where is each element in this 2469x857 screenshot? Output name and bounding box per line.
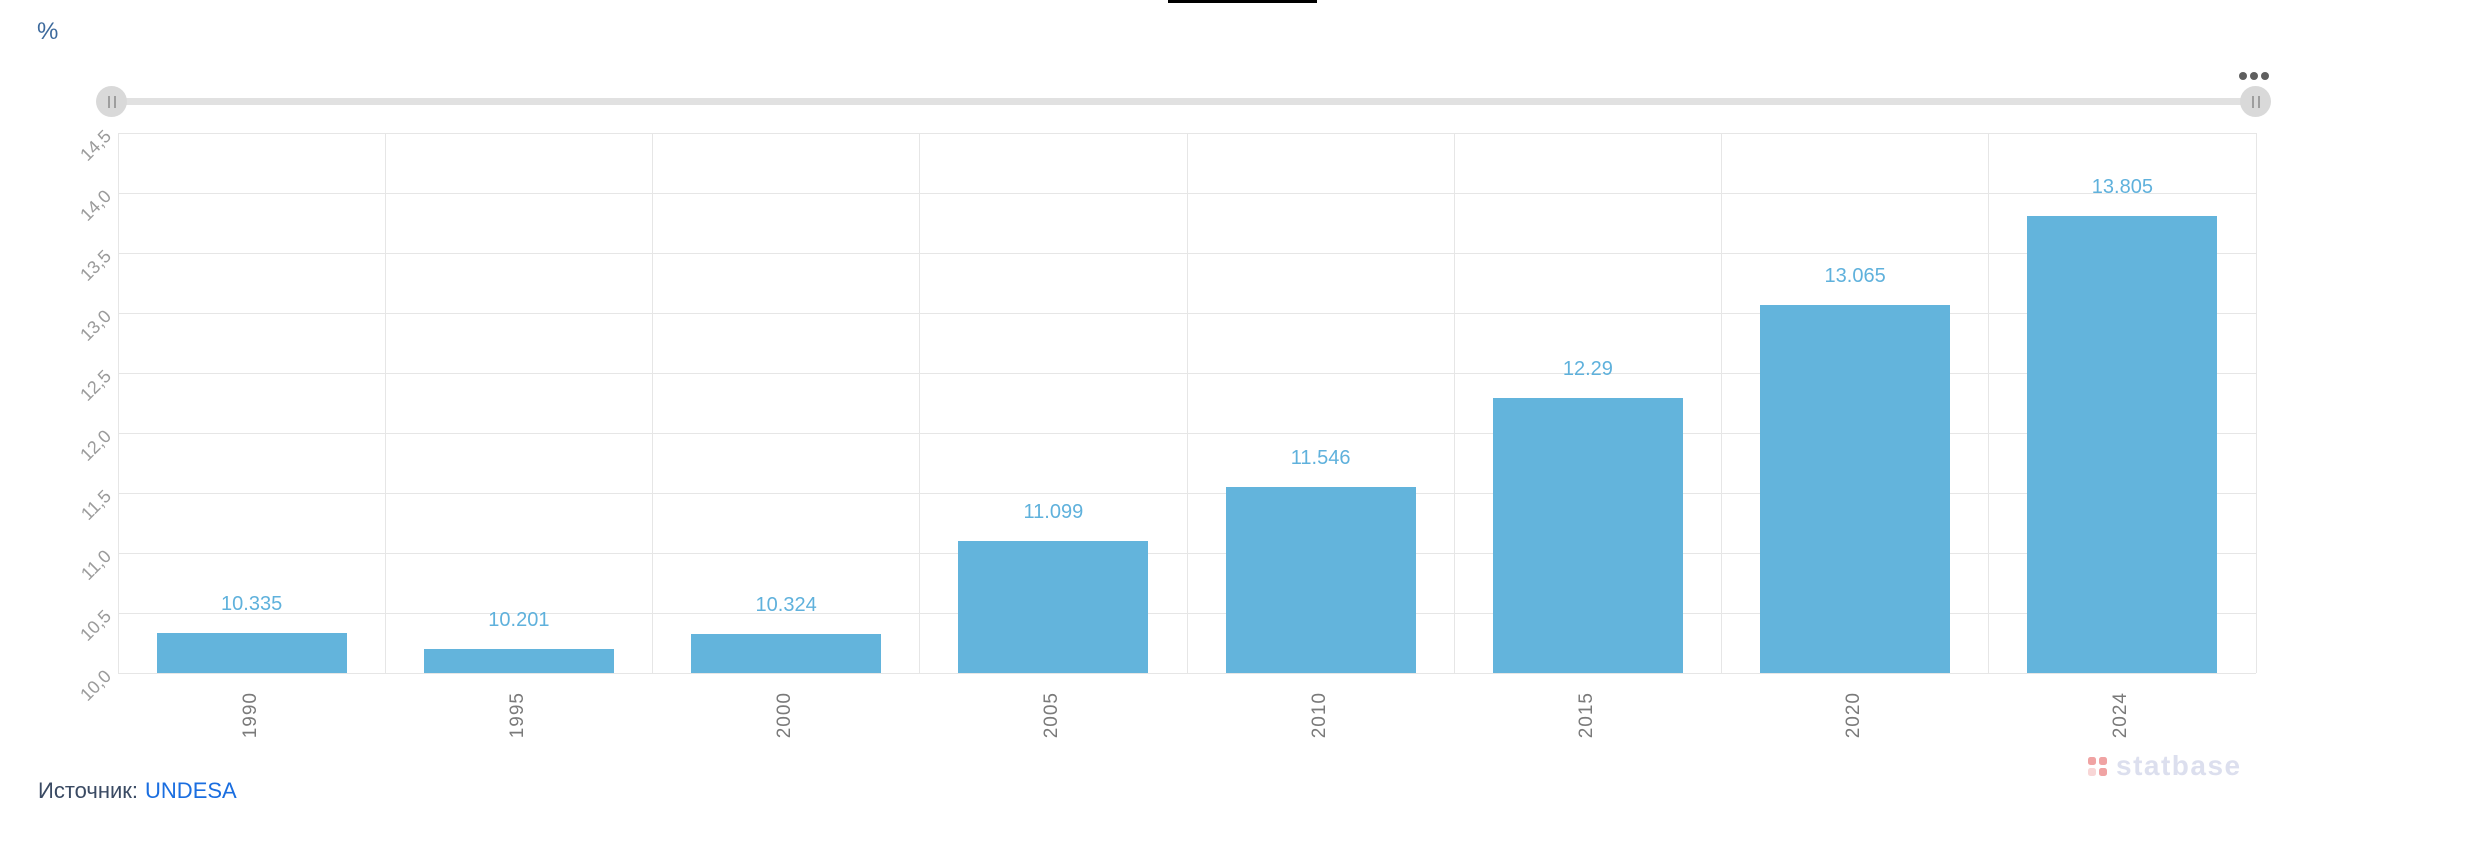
grip-bars-icon [2257,95,2260,108]
ellipsis-menu-icon [2250,72,2258,80]
x-axis-tick-label: 2015 [1575,692,1597,739]
bar-1990[interactable] [156,632,347,673]
top-divider-line [1168,0,1317,3]
gridline-vertical [1988,133,1990,673]
x-axis-tick-label: 2010 [1308,692,1330,739]
gridline-vertical [1186,133,1188,673]
grip-bars-icon [113,95,116,108]
bar-2020[interactable] [1760,305,1951,673]
bar-2005[interactable] [958,541,1149,673]
source-line: Источник: UNDESA [38,778,237,804]
x-axis-tick-label: 2024 [2110,692,2132,739]
slider-handle-right[interactable] [2240,86,2271,117]
bar-value-label: 10.335 [221,592,283,615]
gridline-vertical [919,133,921,673]
bar-value-label: 10.201 [488,608,550,631]
watermark-text: statbase [2116,750,2242,781]
bar-value-label: 13.805 [2091,176,2153,199]
statbase-watermark: statbase [2088,750,2242,782]
source-label: Источник: [38,778,139,803]
bar-2010[interactable] [1225,487,1416,673]
y-axis-unit-label: % [37,18,59,45]
grip-bars-icon [107,95,110,108]
ellipsis-menu-icon [2239,72,2247,80]
gridline-vertical [384,133,386,673]
gridline-horizontal [118,672,2256,674]
bar-1995[interactable] [423,648,614,673]
gridline-vertical [2255,133,2257,673]
bar-2015[interactable] [1492,398,1683,673]
bar-value-label: 10.324 [755,594,817,617]
ellipsis-menu-icon [2261,72,2269,80]
bar-2024[interactable] [2027,216,2218,673]
bar-value-label: 12.29 [1562,358,1613,381]
grip-bars-icon [2251,95,2254,108]
slider-track[interactable] [98,98,2270,105]
x-axis-tick-label: 1995 [506,692,528,739]
bar-value-label: 11.546 [1290,447,1351,470]
bar-value-label: 13.065 [1824,265,1886,288]
gridline-vertical [1453,133,1455,673]
x-axis-tick-label: 2020 [1843,692,1865,739]
slider-handle-left[interactable] [96,86,127,117]
x-axis-tick-label: 2000 [774,692,796,739]
gridline-vertical [652,133,653,673]
source-link[interactable]: UNDESA [145,778,237,803]
x-axis-tick-label: 2005 [1041,692,1063,739]
gridline-vertical [117,133,119,673]
x-axis-tick-label: 1990 [239,692,261,739]
context-menu-button[interactable] [2239,72,2269,80]
bar-value-label: 11.099 [1023,501,1084,524]
statbase-dots-icon [2088,756,2107,776]
gridline-vertical [1721,133,1722,673]
bar-2000[interactable] [691,634,882,673]
